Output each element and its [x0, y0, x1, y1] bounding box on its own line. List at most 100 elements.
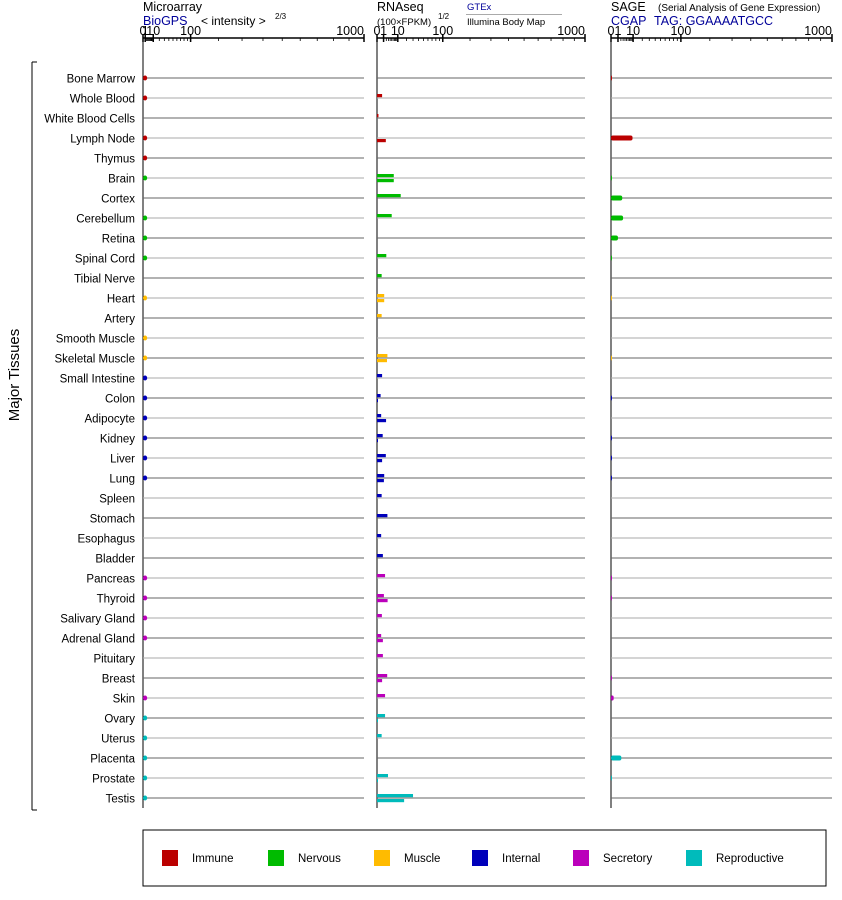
microarray-tick-label: 1000 [336, 24, 364, 38]
rnaseq-illumina-bar [377, 439, 378, 443]
legend-label-internal: Internal [502, 853, 540, 865]
legend-label-reproductive: Reproductive [716, 853, 784, 865]
rnaseq-gtex-bar [377, 774, 389, 778]
legend-label-muscle: Muscle [404, 853, 440, 865]
rnaseq-gtex-bar [377, 354, 388, 358]
rnaseq-gtex-bar [377, 494, 382, 498]
tissue-label: Breast [102, 674, 136, 686]
microarray-bar [143, 415, 148, 421]
microarray-bar [143, 435, 148, 441]
rnaseq-gtex-bar [377, 274, 382, 278]
row-gridlines [143, 77, 832, 799]
rnaseq-illumina-bar [377, 779, 378, 783]
sage-tag-label: TAG: GGAAAATGCC [654, 14, 773, 28]
sage-bar [611, 475, 612, 481]
microarray-bar [143, 395, 148, 401]
tissue-label: Colon [105, 394, 135, 406]
sage-bar [611, 235, 618, 241]
legend-swatch-immune [162, 850, 178, 866]
tissue-label: Lung [109, 474, 135, 486]
sage-bar [611, 255, 612, 261]
microarray-source: BioGPS [143, 14, 187, 28]
microarray-tick-label: 0 [140, 24, 147, 38]
microarray-bar [143, 295, 148, 301]
sage-header: SAGE (Serial Analysis of Gene Expression… [611, 0, 820, 28]
tissue-label: Tibial Nerve [74, 274, 135, 286]
rnaseq-gtex-bar [377, 554, 383, 558]
rnaseq-gtex-bar [377, 214, 392, 218]
microarray-bar [143, 235, 148, 241]
tissue-label: Pituitary [93, 654, 135, 666]
legend-swatch-muscle [374, 850, 390, 866]
tissue-label: Thyroid [97, 594, 135, 606]
rnaseq-gtex-bar [377, 474, 385, 478]
microarray-bar [143, 355, 148, 361]
sage-title: SAGE [611, 0, 646, 14]
tissue-label: Stomach [90, 514, 135, 526]
microarray-bar [143, 595, 148, 601]
sage-bar [611, 675, 612, 681]
microarray-bar [143, 715, 148, 721]
rnaseq-illumina-bar [377, 679, 383, 683]
tissue-label: Prostate [92, 774, 135, 786]
rnaseq-illumina-bar [377, 299, 385, 303]
microarray-bar [143, 475, 148, 481]
tissue-label: Smooth Muscle [56, 334, 135, 346]
tissue-label: Cerebellum [76, 214, 135, 226]
sage-subtitle: (Serial Analysis of Gene Expression) [658, 3, 820, 14]
sage-bar [611, 135, 633, 141]
sage-bar [611, 215, 624, 221]
sage-bar [611, 595, 612, 601]
tissue-label: Adrenal Gland [61, 634, 135, 646]
rnaseq-gtex-bar [377, 634, 382, 638]
microarray-bar [143, 375, 148, 381]
rnaseq-illumina-bar [377, 639, 383, 643]
tissue-label: Artery [104, 314, 135, 326]
rnaseq-illumina-bar [377, 459, 383, 463]
rnaseq-gtex-bar [377, 434, 383, 438]
rnaseq-gtex-bar [377, 194, 401, 198]
microarray-bar [143, 95, 148, 101]
sage-bar [611, 435, 612, 441]
sage-bar [611, 195, 623, 201]
tissue-label: Bladder [95, 554, 135, 566]
tissue-label: Testis [106, 794, 136, 806]
tissue-label: Spleen [99, 494, 135, 506]
tissue-label: Adipocyte [84, 414, 135, 426]
tissue-label: White Blood Cells [44, 114, 135, 126]
sage-tick-label: 1 [615, 24, 622, 38]
rnaseq-illumina-bar [377, 139, 386, 143]
microarray-bar [143, 135, 148, 141]
microarray-subtitle: < intensity > [201, 14, 266, 28]
rnaseq-header: RNAseq (100×FPKM) 1/2 GTEx Illumina Body… [377, 0, 562, 28]
rnaseq-subtitle: (100×FPKM) [377, 17, 431, 28]
microarray-bar [143, 755, 148, 761]
microarray-bar [143, 735, 148, 741]
rnaseq-illumina-bar [377, 399, 378, 403]
legend: Immune Nervous Muscle Internal Secretory Repr… [162, 850, 784, 866]
microarray-bar [143, 615, 148, 621]
microarray-exponent: 2/3 [275, 12, 287, 21]
tissue-label: Spinal Cord [75, 254, 135, 266]
rnaseq-gtex-bar [377, 254, 387, 258]
sage-bar [611, 755, 622, 761]
rnaseq-gtex-bar [377, 414, 382, 418]
tissue-label: Bone Marrow [67, 74, 136, 86]
rnaseq-illumina-bar [377, 419, 387, 423]
sage-bar [611, 295, 612, 301]
rnaseq-gtex-bar [377, 374, 383, 378]
sage-bar [611, 75, 612, 81]
tissue-label: Kidney [100, 434, 135, 446]
microarray-bar [143, 215, 148, 221]
sage-bar [611, 695, 614, 701]
tissue-label: Brain [108, 174, 135, 186]
gtex-series-label: GTEx [467, 2, 492, 13]
rnaseq-gtex-bar [377, 654, 383, 658]
rnaseq-gtex-bar [377, 714, 386, 718]
microarray-tick-label: 10 [146, 24, 160, 38]
legend-swatch-nervous [268, 850, 284, 866]
rnaseq-exponent: 1/2 [438, 12, 450, 21]
tissue-label: Ovary [104, 714, 135, 726]
tissue-label: Cortex [101, 194, 135, 206]
